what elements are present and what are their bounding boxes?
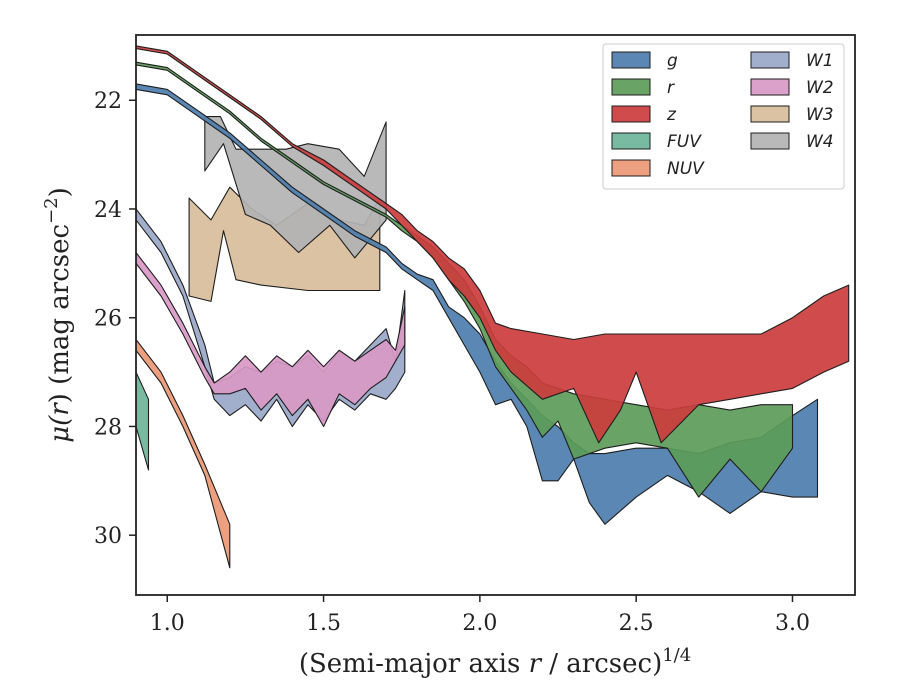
- legend-swatch: [611, 132, 651, 150]
- x-tick-label: 3.0: [775, 611, 810, 636]
- legend-swatch: [611, 78, 651, 96]
- y-tick-label: 26: [94, 307, 122, 332]
- y-axis: 22 24 26 28 30: [94, 89, 136, 549]
- x-axis-label: (Semi-major axis r / arcsec)1/4: [299, 645, 691, 679]
- x-tick-label: 2.0: [462, 611, 497, 636]
- legend-swatch: [611, 105, 651, 123]
- legend-swatch: [750, 78, 790, 96]
- x-tick-label: 2.5: [619, 611, 654, 636]
- y-tick-label: 22: [94, 89, 122, 114]
- legend-label: W3: [806, 105, 834, 125]
- legend-swatch: [750, 105, 790, 123]
- band-nuv: [136, 338, 231, 569]
- legend-label: W2: [806, 78, 834, 98]
- band-g: [136, 83, 819, 525]
- legend-swatch: [750, 51, 790, 69]
- band-fuv: [136, 371, 150, 471]
- x-axis: 1.0 1.5 2.0 2.5 3.0: [150, 595, 810, 636]
- x-tick-label: 1.0: [150, 611, 185, 636]
- legend-swatch: [611, 159, 651, 177]
- legend-label: FUV: [667, 132, 702, 152]
- y-axis-label: μ(r) (mag arcsec−2): [41, 187, 75, 443]
- series-bands: [136, 45, 850, 569]
- y-tick-label: 30: [94, 524, 122, 549]
- band-w2: [136, 251, 406, 428]
- legend-label: W1: [806, 51, 834, 71]
- y-tick-label: 28: [94, 415, 122, 440]
- legend-swatch: [750, 132, 790, 150]
- legend-label: NUV: [667, 159, 705, 179]
- y-tick-label: 24: [94, 198, 122, 223]
- legend: grz FUV NUV W1 W2 W3 W4: [602, 43, 845, 190]
- plot-frame: [135, 34, 856, 596]
- band-z: [136, 45, 850, 444]
- legend-label: r: [667, 78, 675, 98]
- legend-label: W4: [806, 132, 834, 152]
- legend-label: z: [666, 105, 677, 125]
- legend-label: g: [667, 51, 678, 71]
- legend-swatch: [611, 51, 651, 69]
- x-tick-label: 1.5: [306, 611, 341, 636]
